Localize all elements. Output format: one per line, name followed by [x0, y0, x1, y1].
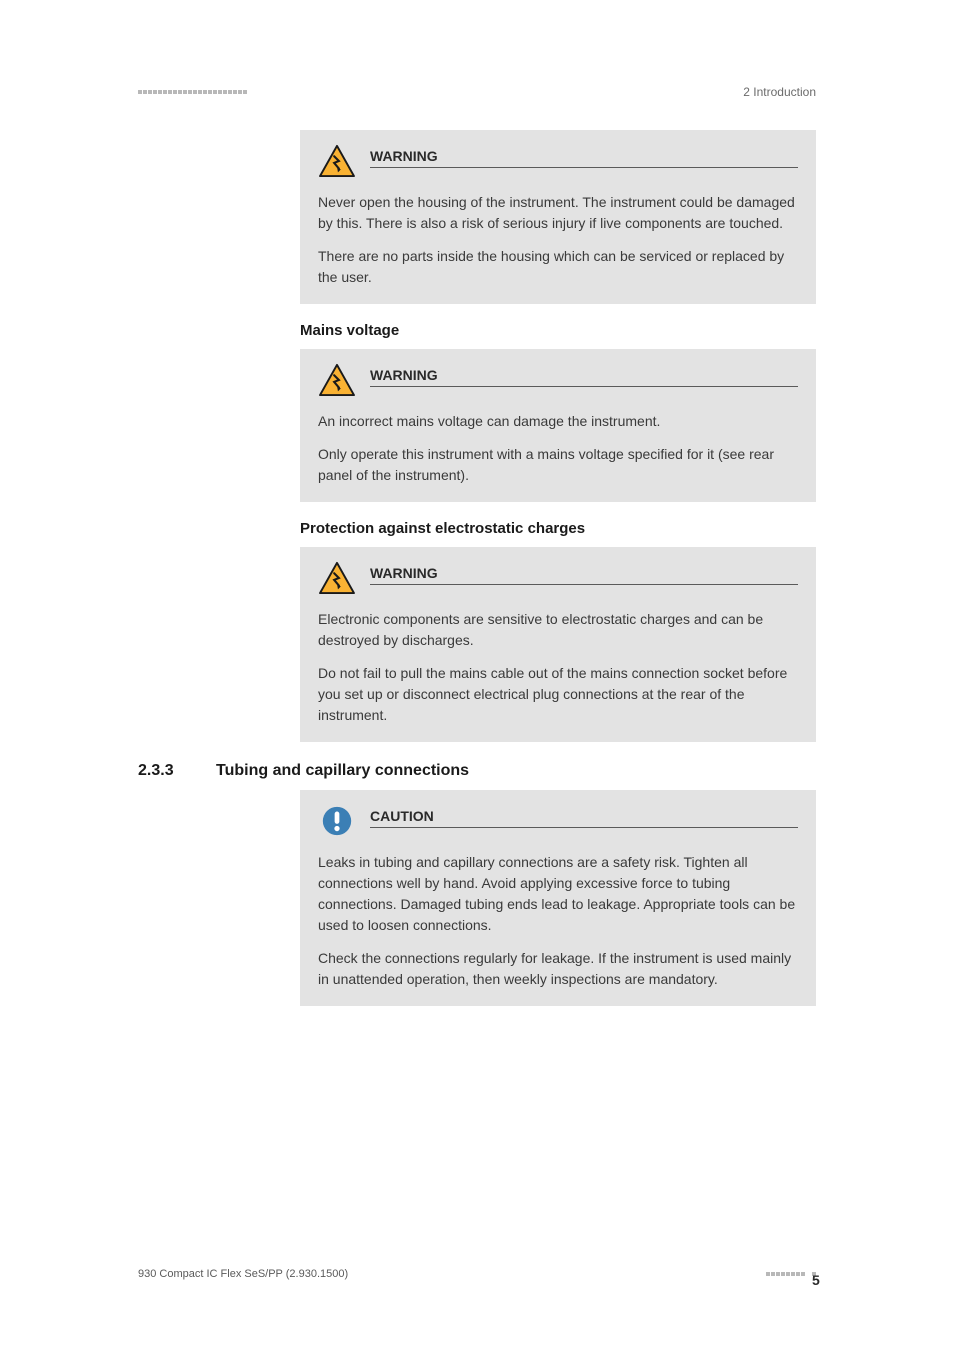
- warning-housing-p2: There are no parts inside the housing wh…: [318, 246, 798, 288]
- warning-esd-p1: Electronic components are sensitive to e…: [318, 609, 798, 651]
- warning-triangle-icon: [318, 144, 356, 178]
- header-ornament-left: [138, 90, 247, 94]
- callout-header: WARNING: [318, 561, 798, 595]
- callout-title: WARNING: [370, 148, 798, 168]
- page-content: WARNING Never open the housing of the in…: [138, 130, 816, 1024]
- warning-esd-callout: WARNING Electronic components are sensit…: [300, 547, 816, 742]
- chapter-label: 2 Introduction: [743, 85, 816, 99]
- page-header: 2 Introduction: [138, 85, 816, 99]
- callout-body: An incorrect mains voltage can damage th…: [318, 411, 798, 486]
- caution-tubing-callout: CAUTION Leaks in tubing and capillary co…: [300, 790, 816, 1006]
- caution-p2: Check the connections regularly for leak…: [318, 948, 798, 990]
- callout-body: Electronic components are sensitive to e…: [318, 609, 798, 726]
- callout-header: CAUTION: [318, 804, 798, 838]
- warning-mains-callout: WARNING An incorrect mains voltage can d…: [300, 349, 816, 502]
- warning-mains-p2: Only operate this instrument with a main…: [318, 444, 798, 486]
- mains-voltage-heading: Mains voltage: [300, 322, 816, 339]
- callout-title: CAUTION: [370, 808, 798, 828]
- page-number: 5: [812, 1272, 816, 1276]
- footer-ornament-right: 5: [766, 1272, 816, 1276]
- warning-housing-callout: WARNING Never open the housing of the in…: [300, 130, 816, 304]
- warning-mains-p1: An incorrect mains voltage can damage th…: [318, 411, 798, 432]
- callout-header: WARNING: [318, 363, 798, 397]
- callout-title: WARNING: [370, 367, 798, 387]
- page-footer: 930 Compact IC Flex SeS/PP (2.930.1500) …: [138, 1268, 816, 1280]
- caution-circle-icon: [318, 804, 356, 838]
- warning-housing-p1: Never open the housing of the instrument…: [318, 192, 798, 234]
- callout-header: WARNING: [318, 144, 798, 178]
- section-title: Tubing and capillary connections: [216, 762, 469, 780]
- callout-body: Leaks in tubing and capillary connection…: [318, 852, 798, 990]
- section-heading: 2.3.3 Tubing and capillary connections: [138, 762, 816, 780]
- esd-heading: Protection against electrostatic charges: [300, 520, 816, 537]
- warning-esd-p2: Do not fail to pull the mains cable out …: [318, 663, 798, 726]
- footer-doc-title: 930 Compact IC Flex SeS/PP (2.930.1500): [138, 1268, 348, 1280]
- callout-body: Never open the housing of the instrument…: [318, 192, 798, 288]
- callout-title: WARNING: [370, 565, 798, 585]
- warning-triangle-icon: [318, 561, 356, 595]
- caution-p1: Leaks in tubing and capillary connection…: [318, 852, 798, 936]
- warning-triangle-icon: [318, 363, 356, 397]
- section-number: 2.3.3: [138, 762, 188, 780]
